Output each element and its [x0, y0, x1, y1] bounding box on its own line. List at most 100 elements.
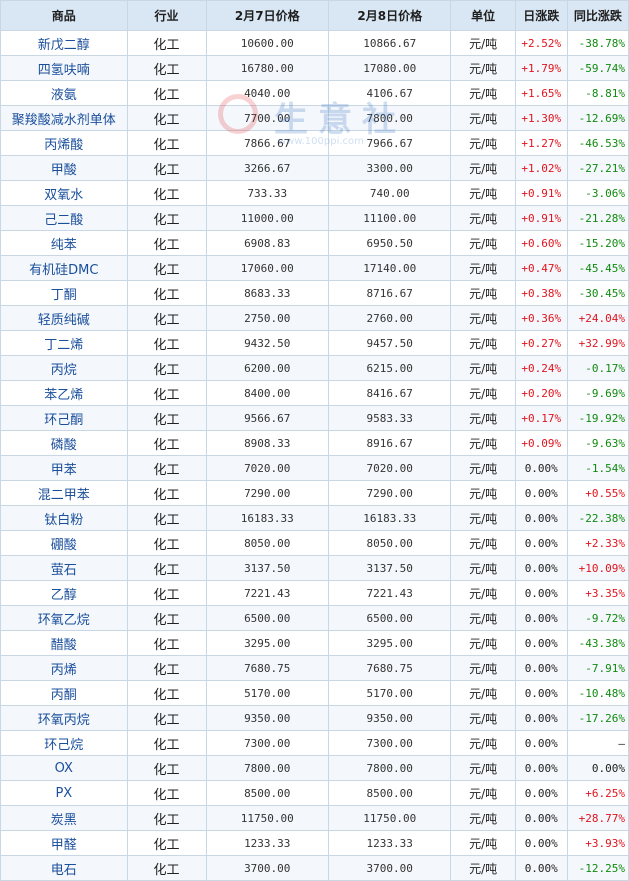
commodity-name-link[interactable]: 环氧丙烷: [0, 705, 128, 731]
header-yoy-change[interactable]: 同比涨跌: [566, 0, 629, 31]
price-feb7-cell: 10600.00: [205, 30, 329, 56]
commodity-name-link[interactable]: 己二酸: [0, 205, 128, 231]
commodity-name-link[interactable]: 丁酮: [0, 280, 128, 306]
industry-cell: 化工: [126, 55, 207, 81]
commodity-name-link[interactable]: 磷酸: [0, 430, 128, 456]
commodity-name-link[interactable]: 混二甲苯: [0, 480, 128, 506]
yoy-change-cell: -3.06%: [566, 180, 629, 206]
price-feb8-cell: 6500.00: [327, 605, 452, 631]
commodity-name-link[interactable]: 炭黑: [0, 805, 128, 831]
unit-cell: 元/吨: [450, 630, 516, 656]
price-feb7-cell: 2750.00: [205, 305, 329, 331]
price-feb8-cell: 2760.00: [327, 305, 452, 331]
commodity-name-link[interactable]: 聚羧酸减水剂单体: [0, 105, 128, 131]
price-feb7-cell: 7221.43: [205, 580, 329, 606]
commodity-name-link[interactable]: 四氢呋喃: [0, 55, 128, 81]
industry-cell: 化工: [126, 805, 207, 831]
daily-change-cell: 0.00%: [514, 555, 568, 581]
commodity-name-link[interactable]: 钛白粉: [0, 505, 128, 531]
table-row: 混二甲苯 化工 7290.00 7290.00 元/吨 0.00% +0.55%: [0, 480, 629, 506]
industry-cell: 化工: [126, 355, 207, 381]
daily-change-cell: 0.00%: [514, 855, 568, 881]
table-row: 炭黑 化工 11750.00 11750.00 元/吨 0.00% +28.77%: [0, 805, 629, 831]
commodity-name-link[interactable]: 甲酸: [0, 155, 128, 181]
unit-cell: 元/吨: [450, 780, 516, 806]
commodity-name-link[interactable]: 有机硅DMC: [0, 255, 128, 281]
price-feb7-cell: 7680.75: [205, 655, 329, 681]
price-feb8-cell: 8500.00: [327, 780, 452, 806]
industry-cell: 化工: [126, 155, 207, 181]
table-row: 双氧水 化工 733.33 740.00 元/吨 +0.91% -3.06%: [0, 180, 629, 206]
daily-change-cell: +0.09%: [514, 430, 568, 456]
header-price-feb7[interactable]: 2月7日价格: [205, 0, 329, 31]
unit-cell: 元/吨: [450, 580, 516, 606]
header-unit[interactable]: 单位: [450, 0, 516, 31]
commodity-name-link[interactable]: 乙醇: [0, 580, 128, 606]
commodity-name-link[interactable]: 萤石: [0, 555, 128, 581]
commodity-name-link[interactable]: 丁二烯: [0, 330, 128, 356]
price-feb8-cell: 7020.00: [327, 455, 452, 481]
unit-cell: 元/吨: [450, 305, 516, 331]
commodity-name-link[interactable]: 丙烯酸: [0, 130, 128, 156]
daily-change-cell: 0.00%: [514, 455, 568, 481]
commodity-name-link[interactable]: 丙烯: [0, 655, 128, 681]
price-feb8-cell: 9350.00: [327, 705, 452, 731]
header-price-feb8[interactable]: 2月8日价格: [327, 0, 452, 31]
commodity-name-link[interactable]: 轻质纯碱: [0, 305, 128, 331]
yoy-change-cell: -46.53%: [566, 130, 629, 156]
industry-cell: 化工: [126, 430, 207, 456]
table-row: 轻质纯碱 化工 2750.00 2760.00 元/吨 +0.36% +24.04%: [0, 305, 629, 331]
price-feb7-cell: 16780.00: [205, 55, 329, 81]
commodity-name-link[interactable]: PX: [0, 780, 128, 806]
header-industry[interactable]: 行业: [126, 0, 207, 31]
commodity-name-link[interactable]: 环己烷: [0, 730, 128, 756]
price-feb7-cell: 8400.00: [205, 380, 329, 406]
commodity-name-link[interactable]: 丙烷: [0, 355, 128, 381]
unit-cell: 元/吨: [450, 205, 516, 231]
commodity-name-link[interactable]: 苯乙烯: [0, 380, 128, 406]
price-feb7-cell: 17060.00: [205, 255, 329, 281]
price-feb8-cell: 7800.00: [327, 755, 452, 781]
commodity-name-link[interactable]: 甲醛: [0, 830, 128, 856]
commodity-name-link[interactable]: 硼酸: [0, 530, 128, 556]
industry-cell: 化工: [126, 130, 207, 156]
commodity-name-link[interactable]: 双氧水: [0, 180, 128, 206]
daily-change-cell: 0.00%: [514, 530, 568, 556]
table-row: 钛白粉 化工 16183.33 16183.33 元/吨 0.00% -22.38%: [0, 505, 629, 531]
commodity-name-link[interactable]: 环己酮: [0, 405, 128, 431]
price-feb7-cell: 7866.67: [205, 130, 329, 156]
table-row: 硼酸 化工 8050.00 8050.00 元/吨 0.00% +2.33%: [0, 530, 629, 556]
price-feb8-cell: 1233.33: [327, 830, 452, 856]
commodity-name-link[interactable]: 甲苯: [0, 455, 128, 481]
yoy-change-cell: -9.72%: [566, 605, 629, 631]
daily-change-cell: +0.24%: [514, 355, 568, 381]
yoy-change-cell: -1.54%: [566, 455, 629, 481]
unit-cell: 元/吨: [450, 155, 516, 181]
header-commodity[interactable]: 商品: [0, 0, 128, 31]
price-feb8-cell: 8416.67: [327, 380, 452, 406]
commodity-name-link[interactable]: OX: [0, 755, 128, 781]
daily-change-cell: +0.27%: [514, 330, 568, 356]
table-row: 环己烷 化工 7300.00 7300.00 元/吨 0.00% —: [0, 730, 629, 756]
commodity-name-link[interactable]: 新戊二醇: [0, 30, 128, 56]
price-feb8-cell: 8916.67: [327, 430, 452, 456]
price-feb8-cell: 740.00: [327, 180, 452, 206]
yoy-change-cell: +3.35%: [566, 580, 629, 606]
commodity-name-link[interactable]: 液氨: [0, 80, 128, 106]
commodity-name-link[interactable]: 纯苯: [0, 230, 128, 256]
price-feb8-cell: 10866.67: [327, 30, 452, 56]
yoy-change-cell: +32.99%: [566, 330, 629, 356]
unit-cell: 元/吨: [450, 380, 516, 406]
price-feb7-cell: 8908.33: [205, 430, 329, 456]
commodity-name-link[interactable]: 醋酸: [0, 630, 128, 656]
commodity-name-link[interactable]: 丙酮: [0, 680, 128, 706]
table-row: 丙烷 化工 6200.00 6215.00 元/吨 +0.24% -0.17%: [0, 355, 629, 381]
daily-change-cell: +0.17%: [514, 405, 568, 431]
yoy-change-cell: +3.93%: [566, 830, 629, 856]
price-feb7-cell: 9566.67: [205, 405, 329, 431]
header-daily-change[interactable]: 日涨跌: [514, 0, 568, 31]
commodity-name-link[interactable]: 电石: [0, 855, 128, 881]
commodity-name-link[interactable]: 环氧乙烷: [0, 605, 128, 631]
daily-change-cell: +1.65%: [514, 80, 568, 106]
